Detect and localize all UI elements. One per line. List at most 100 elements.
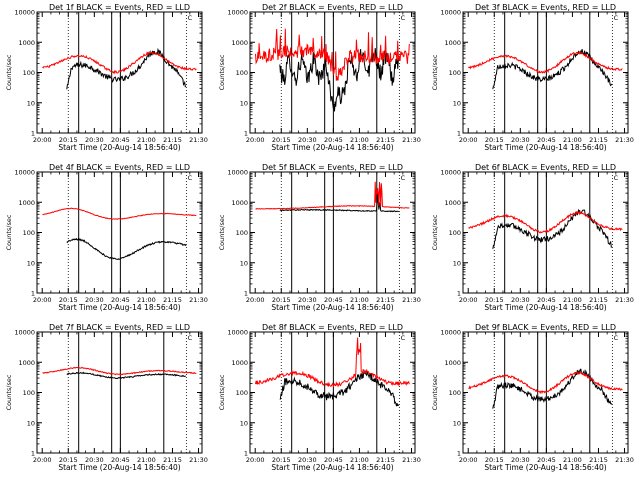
y-tick-label: 10000 bbox=[440, 9, 461, 17]
x-tick-label: 21:30 bbox=[402, 136, 421, 144]
y-tick-label: 1 bbox=[244, 290, 248, 298]
y-tick-label: 1000 bbox=[18, 359, 35, 367]
x-tick-label: 20:30 bbox=[511, 136, 530, 144]
y-tick-label: 10 bbox=[27, 99, 35, 107]
x-tick-label: 21:15 bbox=[376, 136, 395, 144]
panel-title: Det 7f BLACK = Events, RED = LLD bbox=[49, 323, 190, 332]
y-axis-label: Counts/sec bbox=[5, 214, 13, 250]
y-tick-label: 10000 bbox=[227, 329, 248, 337]
y-tick-label: 10000 bbox=[14, 9, 35, 17]
lld-series-line bbox=[468, 371, 623, 395]
y-axis-label: Counts/sec bbox=[218, 214, 226, 250]
y-tick-label: 1000 bbox=[18, 39, 35, 47]
panel-title: Det 1f BLACK = Events, RED = LLD bbox=[49, 3, 190, 12]
lld-series-line bbox=[468, 50, 623, 74]
lld-series-line bbox=[468, 210, 623, 234]
x-tick-label: 20:15 bbox=[59, 296, 78, 304]
y-tick-label: 1 bbox=[31, 450, 35, 458]
events-series-line bbox=[66, 371, 187, 380]
x-tick-label: 21:00 bbox=[350, 136, 369, 144]
y-tick-label: 1000 bbox=[18, 199, 35, 207]
x-tick-label: 21:30 bbox=[615, 136, 634, 144]
events-series-line bbox=[492, 49, 613, 90]
y-tick-label: 100 bbox=[236, 229, 248, 237]
panel-title: Det 3f BLACK = Events, RED = LLD bbox=[475, 3, 616, 12]
panel-det-6f: Det 6f BLACK = Events, RED = LLD 1 10 100 10… bbox=[431, 163, 634, 312]
marker-label: C bbox=[188, 14, 193, 22]
x-tick-label: 20:15 bbox=[272, 136, 291, 144]
x-tick-label: 20:30 bbox=[298, 456, 317, 464]
x-tick-label: 21:00 bbox=[563, 136, 582, 144]
y-tick-label: 10 bbox=[240, 419, 248, 427]
x-tick-label: 20:45 bbox=[111, 456, 130, 464]
x-tick-label: 20:15 bbox=[272, 296, 291, 304]
x-tick-label: 20:45 bbox=[537, 456, 556, 464]
lld-series-line bbox=[42, 51, 197, 75]
lld-series-line bbox=[42, 207, 197, 220]
y-tick-label: 1 bbox=[31, 130, 35, 138]
y-axis-label: Counts/sec bbox=[218, 374, 226, 410]
panel-det-5f: Det 5f BLACK = Events, RED = LLD 1 10 100 10… bbox=[218, 163, 421, 312]
panel-title: Det 2f BLACK = Events, RED = LLD bbox=[262, 3, 403, 12]
marker-label: C bbox=[401, 174, 406, 182]
x-tick-label: 20:30 bbox=[298, 136, 317, 144]
y-tick-label: 10 bbox=[453, 99, 461, 107]
panel-title: Det 4f BLACK = Events, RED = LLD bbox=[49, 163, 190, 172]
y-tick-label: 10 bbox=[27, 259, 35, 267]
y-tick-label: 1 bbox=[31, 290, 35, 298]
y-tick-label: 10000 bbox=[440, 169, 461, 177]
x-tick-label: 21:15 bbox=[589, 136, 608, 144]
x-tick-label: 20:30 bbox=[511, 456, 530, 464]
panel-det-1f: Det 1f BLACK = Events, RED = LLD 1 10 100 10… bbox=[5, 3, 208, 152]
y-tick-label: 10 bbox=[240, 259, 248, 267]
x-tick-label: 20:00 bbox=[246, 456, 265, 464]
panel-det-2f: Det 2f BLACK = Events, RED = LLD 1 10 100 10… bbox=[218, 3, 421, 152]
y-tick-label: 1000 bbox=[231, 199, 248, 207]
marker-label: C bbox=[401, 334, 406, 342]
y-tick-label: 100 bbox=[236, 389, 248, 397]
y-axis-label: Counts/sec bbox=[431, 214, 439, 250]
y-tick-label: 1000 bbox=[444, 199, 461, 207]
y-tick-label: 10000 bbox=[14, 169, 35, 177]
x-tick-label: 21:30 bbox=[615, 456, 634, 464]
x-axis-label: Start Time (20-Aug-14 18:56:40) bbox=[484, 143, 606, 152]
x-tick-label: 20:15 bbox=[485, 136, 504, 144]
y-tick-label: 100 bbox=[23, 69, 35, 77]
x-axis-label: Start Time (20-Aug-14 18:56:40) bbox=[58, 303, 180, 312]
events-series-line bbox=[492, 208, 613, 249]
y-tick-label: 1000 bbox=[444, 359, 461, 367]
lld-series-line bbox=[255, 28, 410, 81]
x-tick-label: 21:00 bbox=[137, 296, 156, 304]
x-tick-label: 20:30 bbox=[511, 296, 530, 304]
x-tick-label: 20:30 bbox=[85, 456, 104, 464]
y-tick-label: 1 bbox=[244, 450, 248, 458]
marker-label: C bbox=[401, 14, 406, 22]
y-tick-label: 1 bbox=[457, 450, 461, 458]
panel-title: Det 5f BLACK = Events, RED = LLD bbox=[262, 163, 403, 172]
y-tick-label: 1000 bbox=[231, 39, 248, 47]
lld-series-line bbox=[42, 366, 197, 376]
x-tick-label: 21:15 bbox=[589, 296, 608, 304]
panel-det-7f: Det 7f BLACK = Events, RED = LLD 1 10 100 10… bbox=[5, 323, 208, 472]
plot-frame bbox=[36, 11, 203, 134]
x-tick-label: 20:00 bbox=[246, 136, 265, 144]
y-tick-label: 10 bbox=[240, 99, 248, 107]
events-series-line bbox=[492, 368, 613, 409]
x-axis-label: Start Time (20-Aug-14 18:56:40) bbox=[271, 143, 393, 152]
x-tick-label: 20:45 bbox=[537, 136, 556, 144]
x-axis-label: Start Time (20-Aug-14 18:56:40) bbox=[58, 143, 180, 152]
x-tick-label: 20:00 bbox=[33, 456, 52, 464]
x-tick-label: 21:15 bbox=[163, 456, 182, 464]
y-tick-label: 10000 bbox=[227, 9, 248, 17]
y-tick-label: 100 bbox=[23, 229, 35, 237]
x-tick-label: 21:00 bbox=[137, 456, 156, 464]
x-axis-label: Start Time (20-Aug-14 18:56:40) bbox=[271, 303, 393, 312]
x-tick-label: 20:00 bbox=[459, 136, 478, 144]
x-tick-label: 21:30 bbox=[189, 136, 208, 144]
plot-frame bbox=[36, 331, 203, 454]
x-tick-label: 21:00 bbox=[563, 296, 582, 304]
x-tick-label: 20:30 bbox=[85, 296, 104, 304]
events-series-line bbox=[279, 369, 400, 407]
panel-title: Det 8f BLACK = Events, RED = LLD bbox=[262, 323, 403, 332]
x-tick-label: 20:15 bbox=[485, 296, 504, 304]
